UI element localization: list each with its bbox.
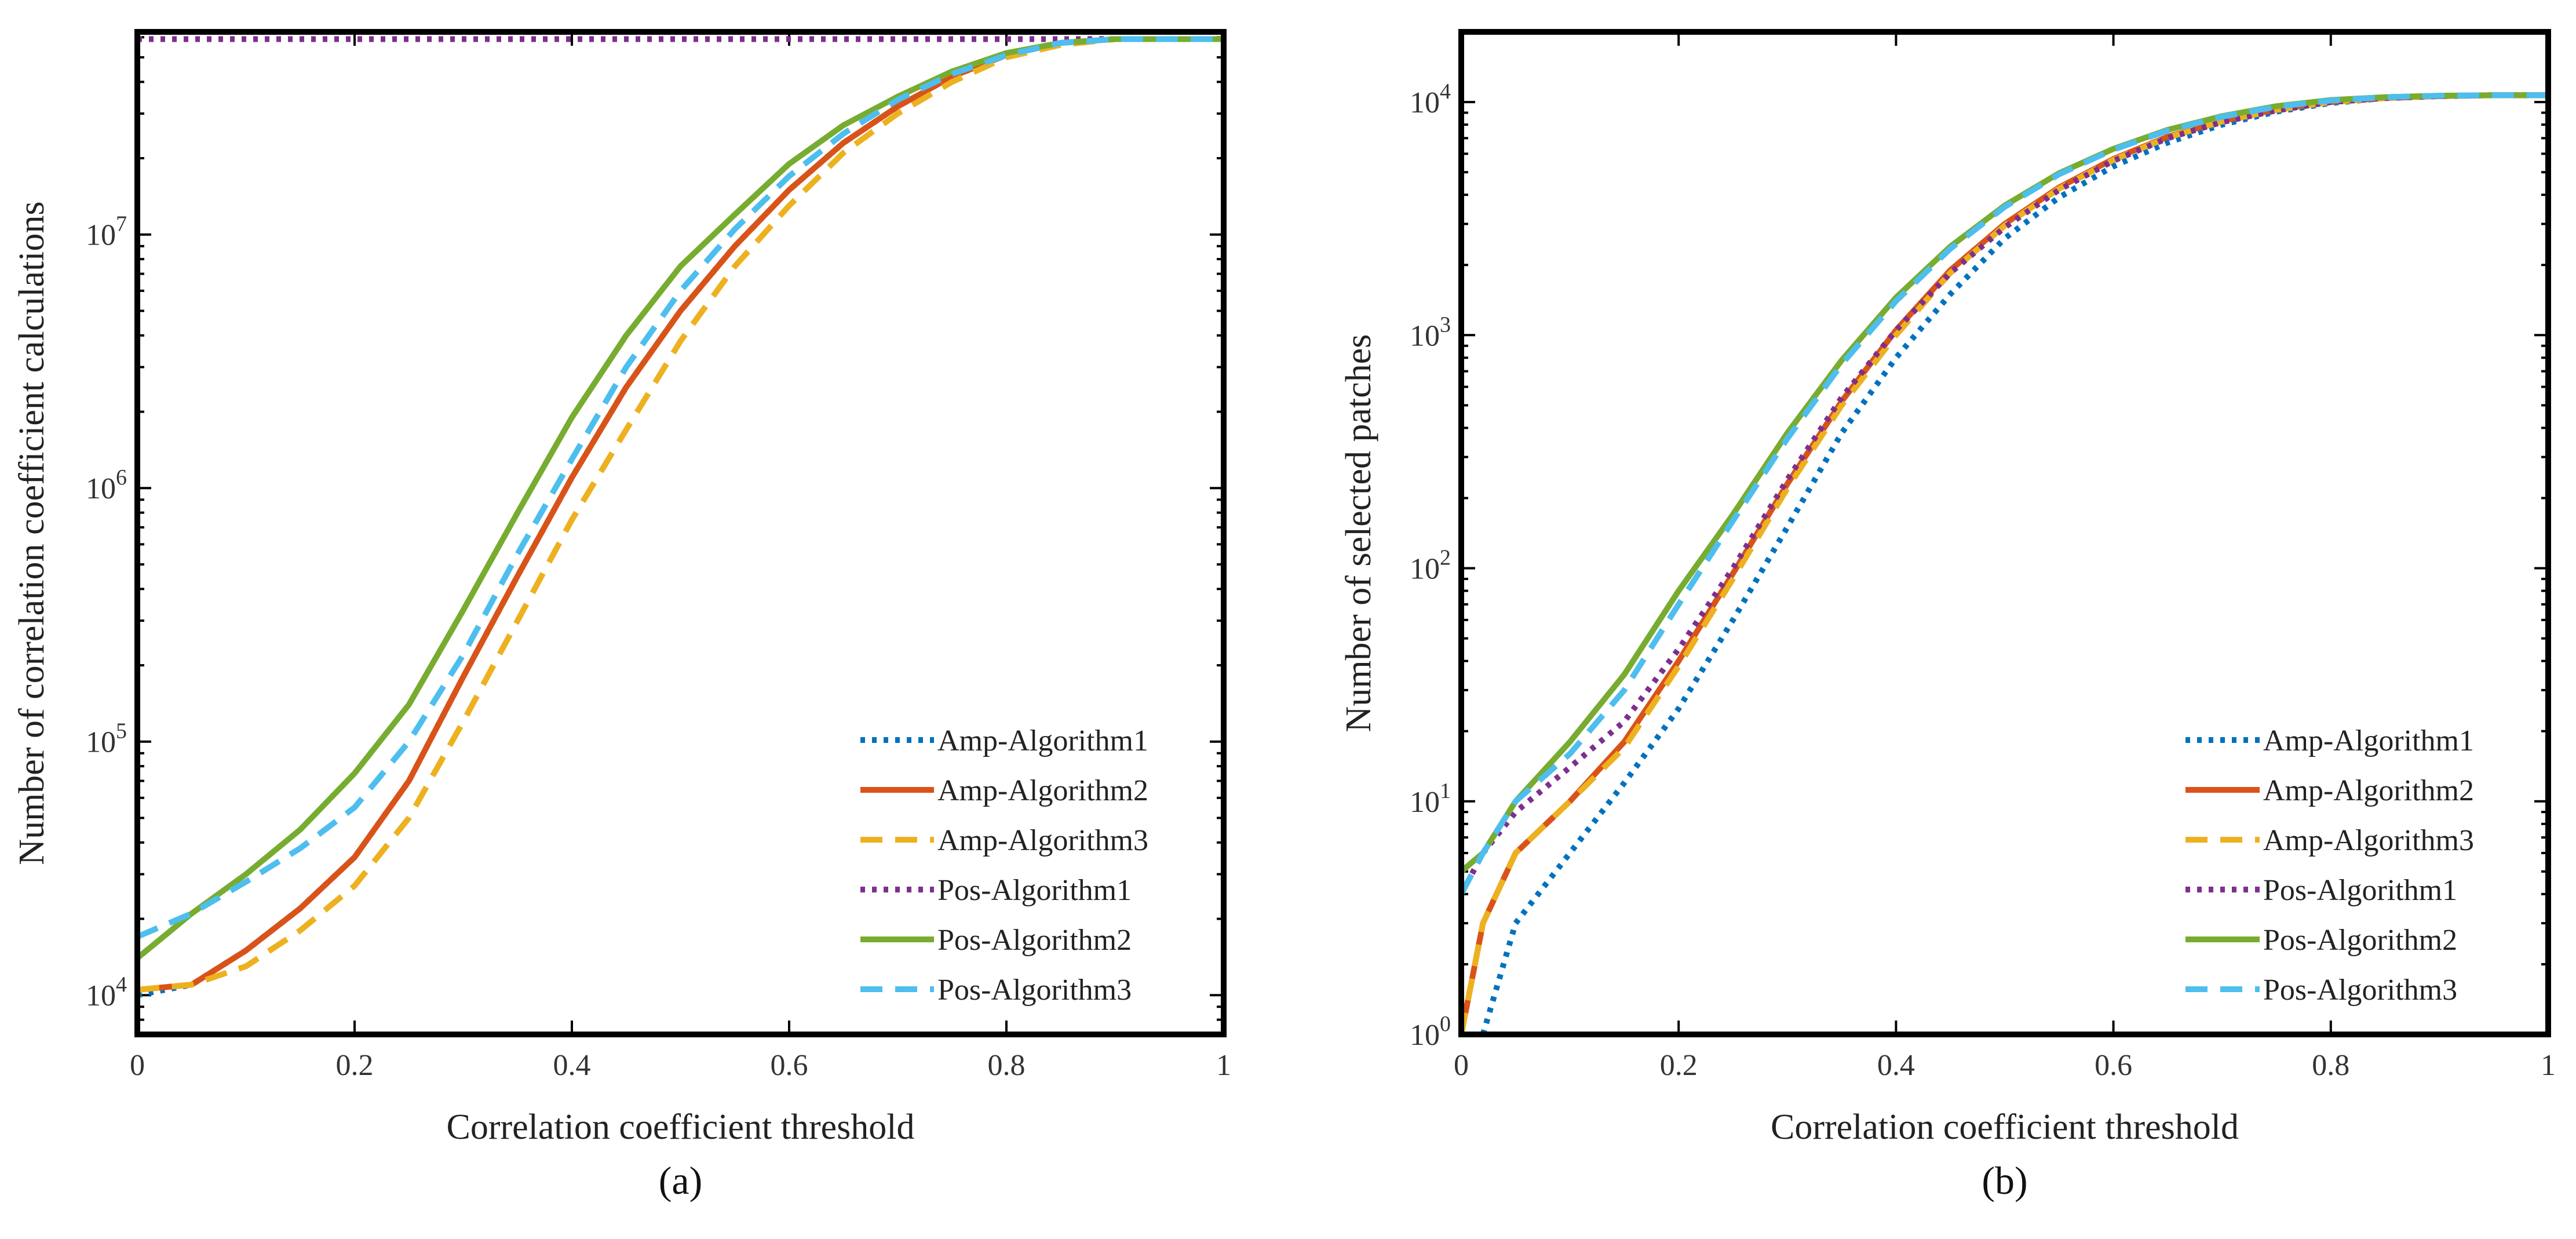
y-axis-label: Number of correlation coefficient calcul… — [12, 201, 52, 865]
legend-item: Amp-Algorithm1 — [2185, 724, 2474, 757]
y-tick-base: 10 — [86, 219, 116, 252]
x-tick-label: 0.8 — [2312, 1049, 2349, 1082]
legend-label: Pos-Algorithm3 — [2263, 974, 2457, 1007]
series-lines — [137, 36, 1224, 999]
y-tick-exponent: 3 — [1440, 312, 1451, 337]
legend-item: Amp-Algorithm2 — [860, 774, 1148, 807]
legend-label: Pos-Algorithm2 — [2263, 924, 2457, 957]
legend-label: Amp-Algorithm1 — [937, 724, 1148, 757]
y-tick-base: 10 — [86, 979, 116, 1012]
x-tick-label: 0.2 — [336, 1049, 374, 1082]
legend-label: Amp-Algorithm3 — [2263, 824, 2474, 857]
y-tick-label: 102 — [1410, 546, 1451, 586]
y-tick-base: 10 — [86, 472, 116, 505]
y-tick-exponent: 2 — [1440, 546, 1451, 570]
legend-item: Pos-Algorithm1 — [2185, 874, 2457, 907]
legend-item: Amp-Algorithm2 — [2185, 774, 2474, 807]
legend-item: Pos-Algorithm2 — [860, 924, 1132, 957]
y-tick-base: 10 — [1410, 553, 1440, 586]
x-tick-label: 0.2 — [1660, 1049, 1698, 1082]
x-tick-label: 0.6 — [771, 1049, 808, 1082]
x-axis-label: Correlation coefficient threshold — [446, 1107, 914, 1147]
legend-item: Amp-Algorithm1 — [860, 724, 1148, 757]
legend-label: Amp-Algorithm3 — [937, 824, 1148, 857]
y-tick-base: 10 — [1410, 319, 1440, 352]
series-line-pos-algorithm2 — [137, 36, 1224, 961]
x-tick-label: 0 — [1454, 1049, 1469, 1082]
y-tick-exponent: 4 — [116, 972, 127, 997]
y-tick-base: 10 — [1410, 786, 1440, 819]
axes-frame — [134, 29, 1227, 1037]
legend: Amp-Algorithm1 Amp-Algorithm2 Amp-Algorith… — [2185, 724, 2474, 1007]
legend-label: Amp-Algorithm1 — [2263, 724, 2474, 757]
legend-label: Pos-Algorithm3 — [937, 974, 1132, 1007]
x-tick-label: 0.6 — [2095, 1049, 2132, 1082]
y-tick-exponent: 0 — [1440, 1012, 1451, 1036]
y-tick-label: 107 — [86, 212, 127, 252]
legend-item: Amp-Algorithm3 — [2185, 824, 2474, 857]
x-tick-label: 0.4 — [1877, 1049, 1915, 1082]
y-tick-exponent: 1 — [1440, 779, 1451, 803]
x-tick-label: 0 — [130, 1049, 145, 1082]
legend-item: Pos-Algorithm3 — [860, 974, 1132, 1007]
x-tick-label: 0.4 — [553, 1049, 591, 1082]
y-tick-label: 103 — [1410, 312, 1451, 352]
y-tick-base: 10 — [1410, 86, 1440, 119]
plot-area — [137, 32, 1224, 1034]
legend-item: Pos-Algorithm1 — [860, 874, 1132, 907]
series-line-pos-algorithm3 — [1461, 92, 2548, 896]
legend-item: Pos-Algorithm3 — [2185, 974, 2457, 1007]
legend-item: Pos-Algorithm2 — [2185, 924, 2457, 957]
y-tick-label: 100 — [1410, 1012, 1451, 1052]
x-tick-label: 1 — [1216, 1049, 1231, 1082]
y-tick-base: 10 — [86, 726, 116, 759]
y-tick-label: 105 — [86, 719, 127, 759]
y-tick-base: 10 — [1410, 1019, 1440, 1052]
x-tick-label: 1 — [2541, 1049, 2556, 1082]
y-tick-label: 106 — [86, 465, 127, 505]
panel-label: (b) — [1982, 1158, 2027, 1202]
legend-label: Amp-Algorithm2 — [2263, 774, 2474, 807]
y-tick-exponent: 4 — [1440, 79, 1451, 104]
plot-area — [1461, 32, 2548, 1034]
series-lines — [1461, 92, 2548, 1034]
legend-item: Amp-Algorithm3 — [860, 824, 1148, 857]
axes-frame — [1458, 29, 2551, 1037]
y-tick-exponent: 7 — [116, 212, 127, 236]
y-tick-exponent: 6 — [116, 465, 127, 490]
legend-label: Pos-Algorithm2 — [937, 924, 1132, 957]
y-tick-label: 104 — [86, 972, 127, 1012]
legend-label: Amp-Algorithm2 — [937, 774, 1148, 807]
y-axis-label: Number of selected patches — [1339, 334, 1378, 733]
x-axis-label: Correlation coefficient threshold — [1771, 1107, 2239, 1147]
y-tick-label: 101 — [1410, 779, 1451, 819]
y-tick-label: 104 — [1410, 79, 1451, 119]
panel-label: (a) — [659, 1158, 702, 1202]
x-tick-label: 0.8 — [988, 1049, 1026, 1082]
legend: Amp-Algorithm1 Amp-Algorithm2 Amp-Algorith… — [860, 724, 1148, 1007]
legend-label: Pos-Algorithm1 — [937, 874, 1132, 907]
legend-label: Pos-Algorithm1 — [2263, 874, 2457, 907]
y-tick-exponent: 5 — [116, 719, 127, 744]
